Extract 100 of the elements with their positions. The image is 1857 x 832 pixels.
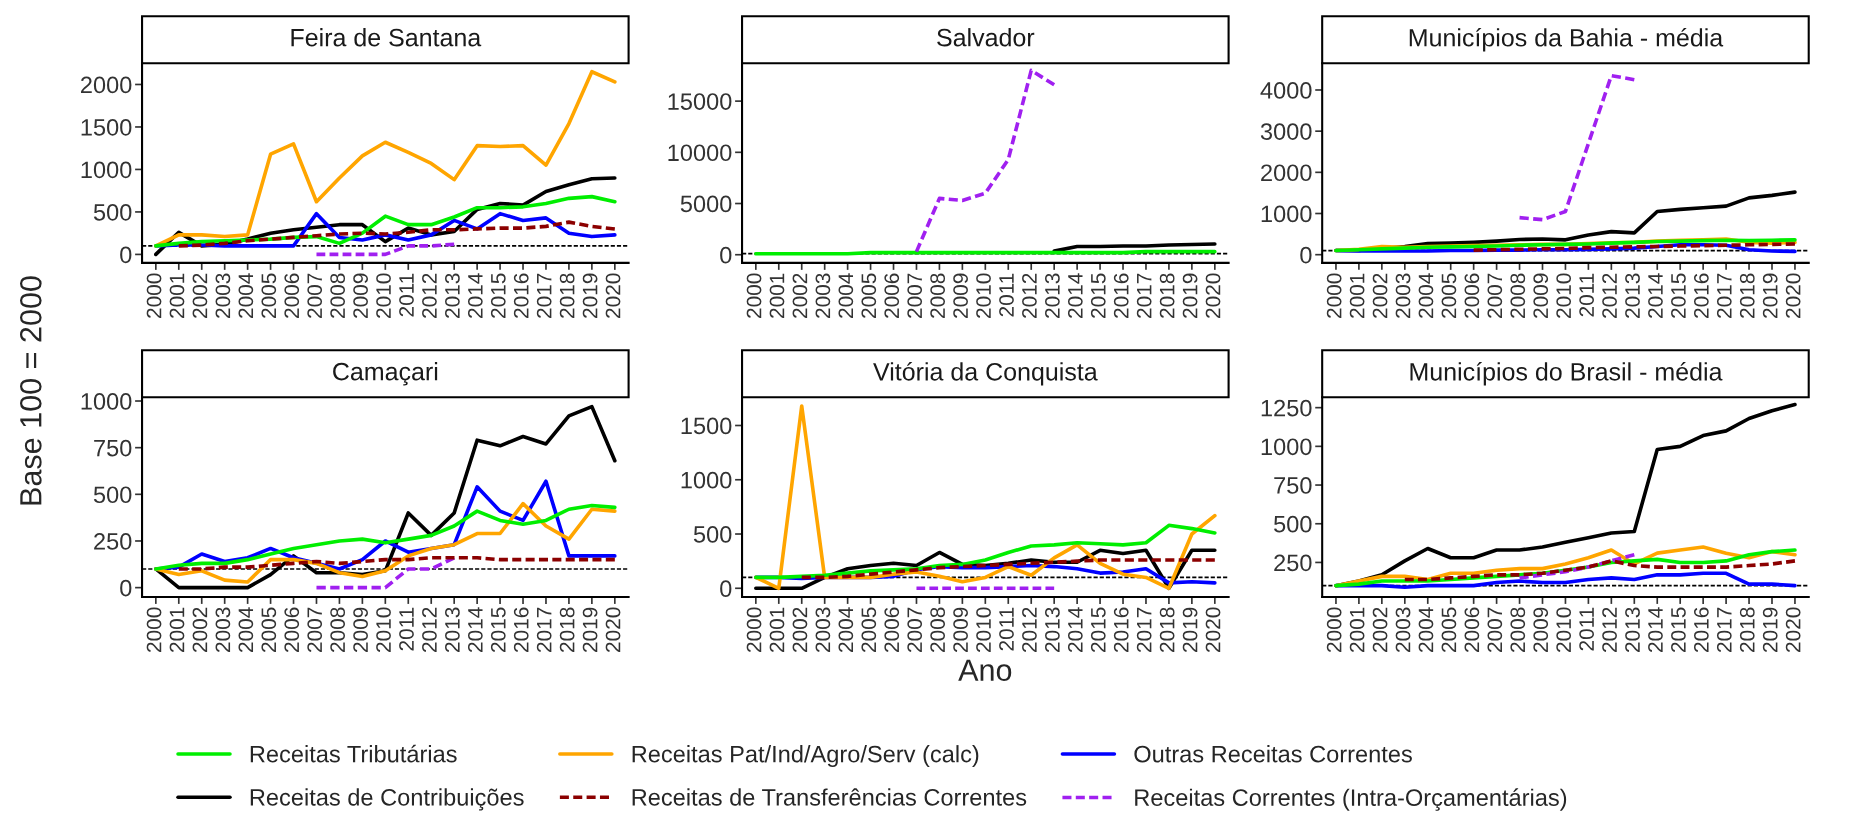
x-tick-label: 2005 bbox=[861, 273, 877, 318]
x-tick-label: 2020 bbox=[1785, 273, 1801, 318]
y-tick-label: 500 bbox=[93, 486, 132, 504]
chart-title: Municípios da Bahia - média bbox=[1409, 27, 1724, 52]
x-tick-label: 2015 bbox=[1671, 607, 1686, 652]
x-tick-label: 2000 bbox=[1326, 607, 1342, 652]
x-tick-label: 2006 bbox=[1464, 273, 1480, 318]
x-tick-label: 2004 bbox=[838, 607, 854, 652]
x-tick-label: 2020 bbox=[1785, 607, 1801, 652]
x-tick-label: 2008 bbox=[930, 607, 946, 652]
x-tick-label: 2003 bbox=[1395, 273, 1411, 318]
y-tick-label: 500 bbox=[693, 526, 732, 543]
x-tick-label: 2020 bbox=[1205, 273, 1221, 318]
y-tick-label: 10000 bbox=[668, 144, 732, 162]
x-tick-label: 2017 bbox=[536, 607, 552, 652]
x-tick-label: 2005 bbox=[261, 607, 277, 652]
x-tick-label: 2015 bbox=[1090, 607, 1106, 652]
line-series bbox=[754, 523, 1217, 580]
y-tick-label: 0 bbox=[120, 246, 132, 264]
x-tick-label: 2016 bbox=[1113, 273, 1129, 318]
x-tick-label: 2011 bbox=[999, 273, 1014, 317]
y-tick-label: 750 bbox=[1274, 477, 1312, 494]
x-tick-label: 2001 bbox=[169, 607, 185, 652]
chart-title: Vitória da Conquista bbox=[873, 361, 1098, 386]
x-tick-label: 2014 bbox=[467, 273, 483, 318]
x-tick-label: 2007 bbox=[307, 273, 323, 318]
x-tick-label: 2001 bbox=[769, 607, 785, 652]
x-tick-label: 2017 bbox=[536, 273, 552, 318]
x-tick-label: 2003 bbox=[1395, 607, 1411, 652]
x-tick-label: 2014 bbox=[1067, 273, 1083, 318]
x-tick-label: 2001 bbox=[1349, 273, 1365, 318]
x-tick-label: 2008 bbox=[930, 273, 946, 318]
x-tick-label: 2019 bbox=[1182, 607, 1198, 652]
y-tick-label: 500 bbox=[1274, 515, 1312, 533]
x-tick-label: 2018 bbox=[559, 607, 575, 652]
x-tick-label: 2004 bbox=[238, 273, 254, 318]
x-axis-title: Ano bbox=[958, 659, 1012, 682]
legend-label: Outras Receitas Correntes bbox=[1134, 745, 1412, 763]
line-series bbox=[1517, 73, 1637, 222]
x-tick-label: 2009 bbox=[953, 607, 968, 652]
legend-label: Receitas Correntes (Intra-Orçamentárias) bbox=[1135, 788, 1567, 811]
y-tick-label: 3000 bbox=[1260, 123, 1312, 140]
x-tick-label: 2010 bbox=[376, 273, 391, 318]
legend-label: Receitas Pat/Ind/Agro/Serv (calc) bbox=[632, 745, 979, 768]
x-tick-label: 2006 bbox=[284, 607, 300, 652]
x-tick-label: 2005 bbox=[1441, 607, 1457, 652]
x-tick-label: 2016 bbox=[1693, 607, 1709, 652]
x-tick-label: 2013 bbox=[445, 607, 460, 652]
x-tick-label: 2002 bbox=[1372, 273, 1388, 318]
y-tick-label: 250 bbox=[1274, 554, 1312, 572]
x-tick-label: 2011 bbox=[399, 273, 414, 317]
line-series bbox=[799, 558, 1217, 580]
y-tick-label: 0 bbox=[720, 246, 732, 264]
x-tick-label: 2019 bbox=[582, 273, 598, 318]
x-tick-label: 2016 bbox=[1113, 607, 1129, 652]
x-tick-label: 2011 bbox=[1579, 273, 1594, 317]
x-tick-label: 2003 bbox=[215, 607, 231, 652]
x-tick-label: 2009 bbox=[353, 607, 368, 652]
y-tick-label: 1500 bbox=[681, 417, 732, 435]
x-tick-label: 2006 bbox=[884, 607, 900, 652]
x-tick-label: 2004 bbox=[838, 273, 854, 318]
chart-title: Camaçari bbox=[333, 362, 438, 386]
x-tick-label: 2012 bbox=[1022, 607, 1037, 652]
x-tick-label: 2003 bbox=[815, 273, 831, 318]
x-tick-label: 2010 bbox=[1556, 607, 1572, 652]
x-tick-label: 2002 bbox=[792, 273, 808, 318]
x-tick-label: 2004 bbox=[1418, 607, 1434, 652]
x-tick-label: 2019 bbox=[1762, 273, 1778, 318]
y-tick-label: 1000 bbox=[81, 393, 132, 410]
x-tick-label: 2013 bbox=[1625, 273, 1640, 318]
y-tick-label: 0 bbox=[120, 579, 132, 597]
y-axis-title: Base 100 = 2000 bbox=[19, 276, 42, 505]
x-tick-label: 2008 bbox=[330, 273, 346, 318]
x-tick-label: 2020 bbox=[605, 607, 621, 652]
y-tick-label: 5000 bbox=[680, 195, 732, 213]
y-tick-label: 4000 bbox=[1260, 82, 1312, 99]
x-tick-label: 2010 bbox=[1556, 273, 1572, 318]
x-tick-label: 2011 bbox=[1579, 607, 1594, 651]
y-tick-label: 250 bbox=[94, 533, 132, 550]
x-tick-label: 2016 bbox=[1693, 273, 1709, 318]
x-tick-label: 2013 bbox=[445, 273, 460, 318]
x-tick-label: 2018 bbox=[559, 273, 575, 318]
x-tick-label: 2020 bbox=[1205, 607, 1221, 652]
x-tick-label: 2008 bbox=[1510, 273, 1526, 318]
y-tick-label: 0 bbox=[1300, 246, 1312, 264]
x-tick-label: 2002 bbox=[1372, 607, 1388, 652]
line-series bbox=[1471, 242, 1797, 252]
x-tick-label: 2003 bbox=[215, 273, 231, 318]
line-series bbox=[1517, 552, 1637, 580]
y-tick-label: 1250 bbox=[1261, 399, 1312, 417]
chart-title: Municípios do Brasil - média bbox=[1410, 361, 1723, 386]
x-tick-label: 2012 bbox=[1602, 273, 1617, 318]
x-tick-label: 2018 bbox=[1159, 273, 1175, 318]
x-tick-label: 2015 bbox=[1090, 273, 1106, 318]
x-tick-label: 2001 bbox=[1349, 607, 1365, 652]
x-tick-label: 2003 bbox=[815, 607, 831, 652]
x-tick-label: 2014 bbox=[1648, 273, 1663, 318]
x-tick-label: 2007 bbox=[907, 273, 923, 318]
x-tick-label: 2016 bbox=[513, 273, 529, 318]
x-tick-label: 2000 bbox=[1326, 273, 1342, 318]
